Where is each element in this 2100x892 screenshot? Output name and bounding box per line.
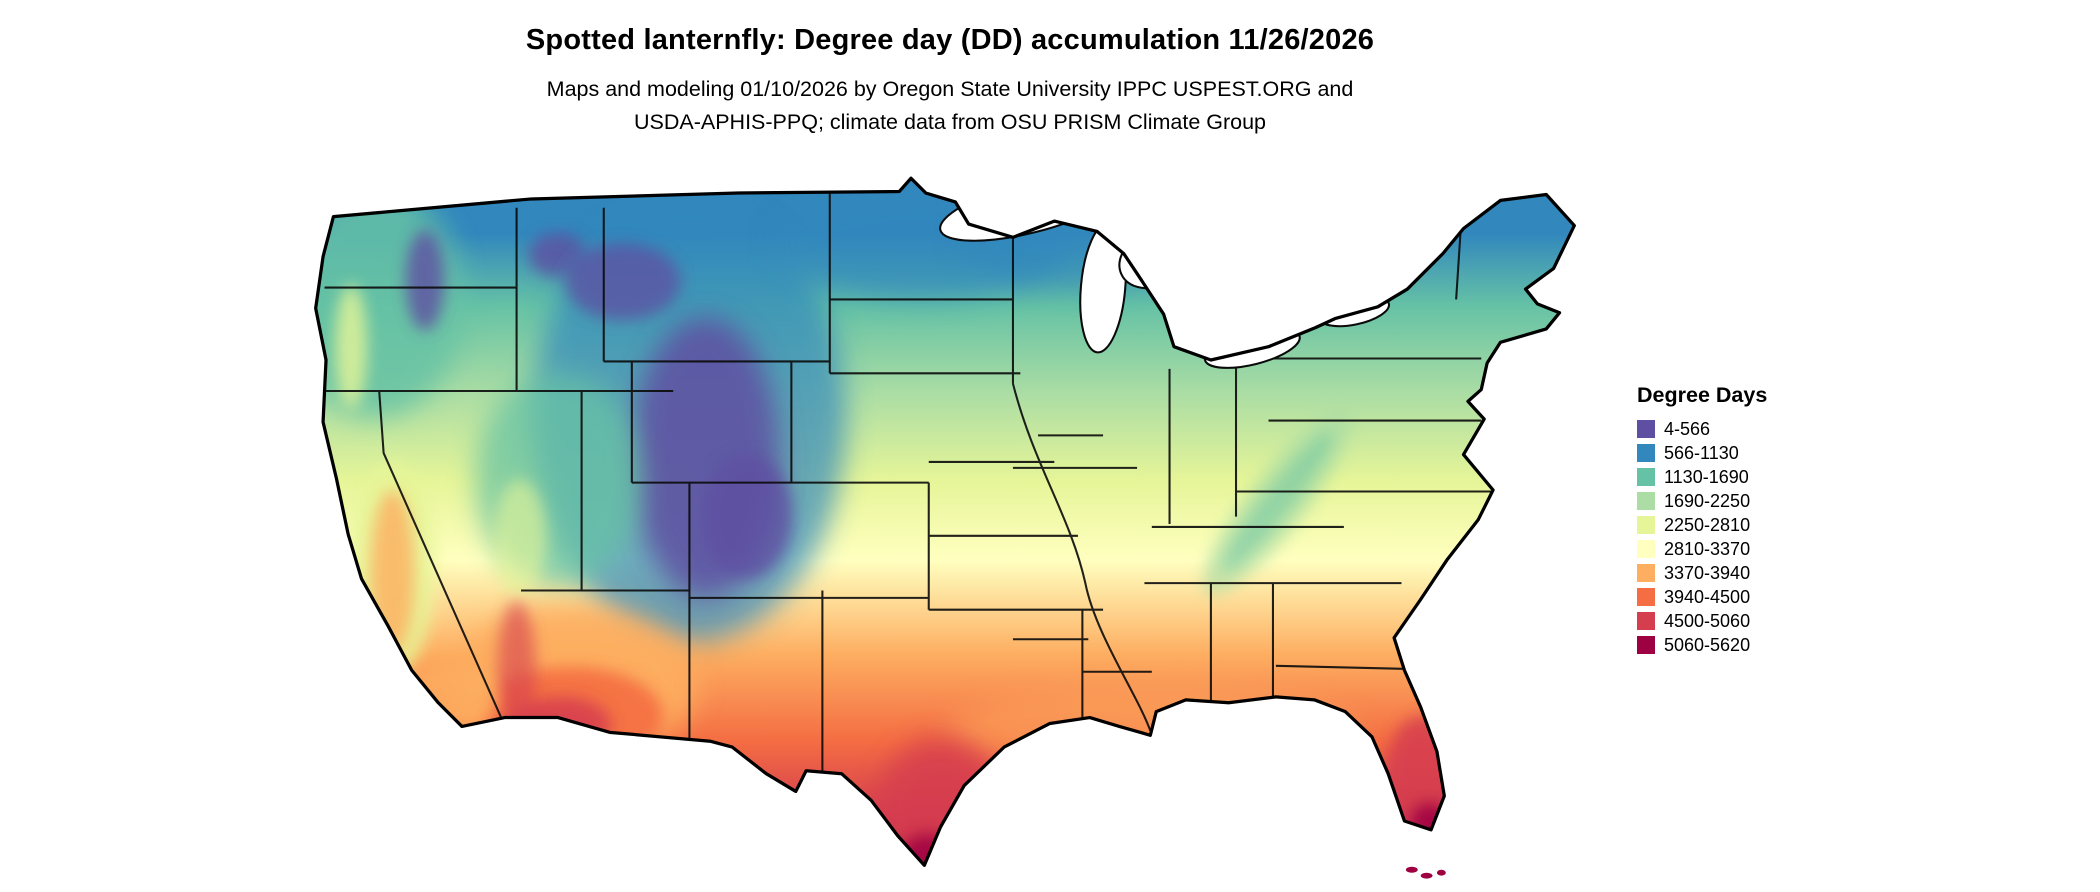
- legend-swatch: [1637, 516, 1655, 534]
- legend-label: 4500-5060: [1664, 610, 1751, 631]
- legend: Degree Days 4-566 566-1130 1130-1690 1690-2…: [1637, 383, 1767, 657]
- legend-title: Degree Days: [1637, 383, 1768, 407]
- legend-item: 2250-2810: [1637, 513, 1767, 537]
- legend-swatch: [1637, 612, 1655, 630]
- legend-label: 3370-3940: [1664, 562, 1751, 583]
- state-borders: [318, 191, 1494, 773]
- map-color-fill: [315, 178, 1575, 866]
- legend-label: 4-566: [1664, 418, 1711, 439]
- legend-item: 566-1130: [1637, 441, 1767, 465]
- map-svg: [314, 176, 1576, 879]
- legend-item: 1690-2250: [1637, 489, 1767, 513]
- florida-keys: [1405, 866, 1446, 879]
- legend-item: 4500-5060: [1637, 609, 1767, 633]
- legend-swatch: [1637, 492, 1655, 510]
- legend-label: 5060-5620: [1664, 634, 1751, 655]
- legend-swatch: [1637, 588, 1655, 606]
- subtitle-line-1: Maps and modeling 01/10/2026 by Oregon S…: [546, 77, 1354, 101]
- legend-swatch: [1637, 420, 1655, 438]
- us-degree-day-map: [295, 162, 1595, 886]
- legend-swatch: [1637, 540, 1655, 558]
- legend-item: 1130-1690: [1637, 465, 1767, 489]
- legend-label: 1130-1690: [1664, 466, 1749, 487]
- legend-label: 2250-2810: [1664, 514, 1751, 535]
- legend-item: 5060-5620: [1637, 633, 1767, 657]
- legend-label: 566-1130: [1664, 442, 1739, 463]
- subtitle-line-2: USDA-APHIS-PPQ; climate data from OSU PR…: [633, 110, 1267, 134]
- figure-header: Spotted lanternfly: Degree day (DD) accu…: [295, 0, 1605, 139]
- legend-item: 4-566: [1637, 417, 1767, 441]
- legend-item: 3370-3940: [1637, 561, 1767, 585]
- legend-label: 1690-2250: [1664, 490, 1751, 511]
- us-outline: [314, 176, 1576, 867]
- legend-items: 4-566 566-1130 1130-1690 1690-2250 2250-2810…: [1637, 417, 1767, 657]
- legend-swatch: [1637, 468, 1655, 486]
- legend-item: 3940-4500: [1637, 585, 1767, 609]
- legend-label: 2810-3370: [1664, 538, 1751, 559]
- figure-title: Spotted lanternfly: Degree day (DD) accu…: [525, 24, 1375, 56]
- legend-label: 3940-4500: [1664, 586, 1751, 607]
- legend-swatch: [1637, 636, 1655, 654]
- legend-swatch: [1637, 444, 1655, 462]
- figure-subtitle: Maps and modeling 01/10/2026 by Oregon S…: [295, 73, 1605, 139]
- legend-swatch: [1637, 564, 1655, 582]
- legend-item: 2810-3370: [1637, 537, 1767, 561]
